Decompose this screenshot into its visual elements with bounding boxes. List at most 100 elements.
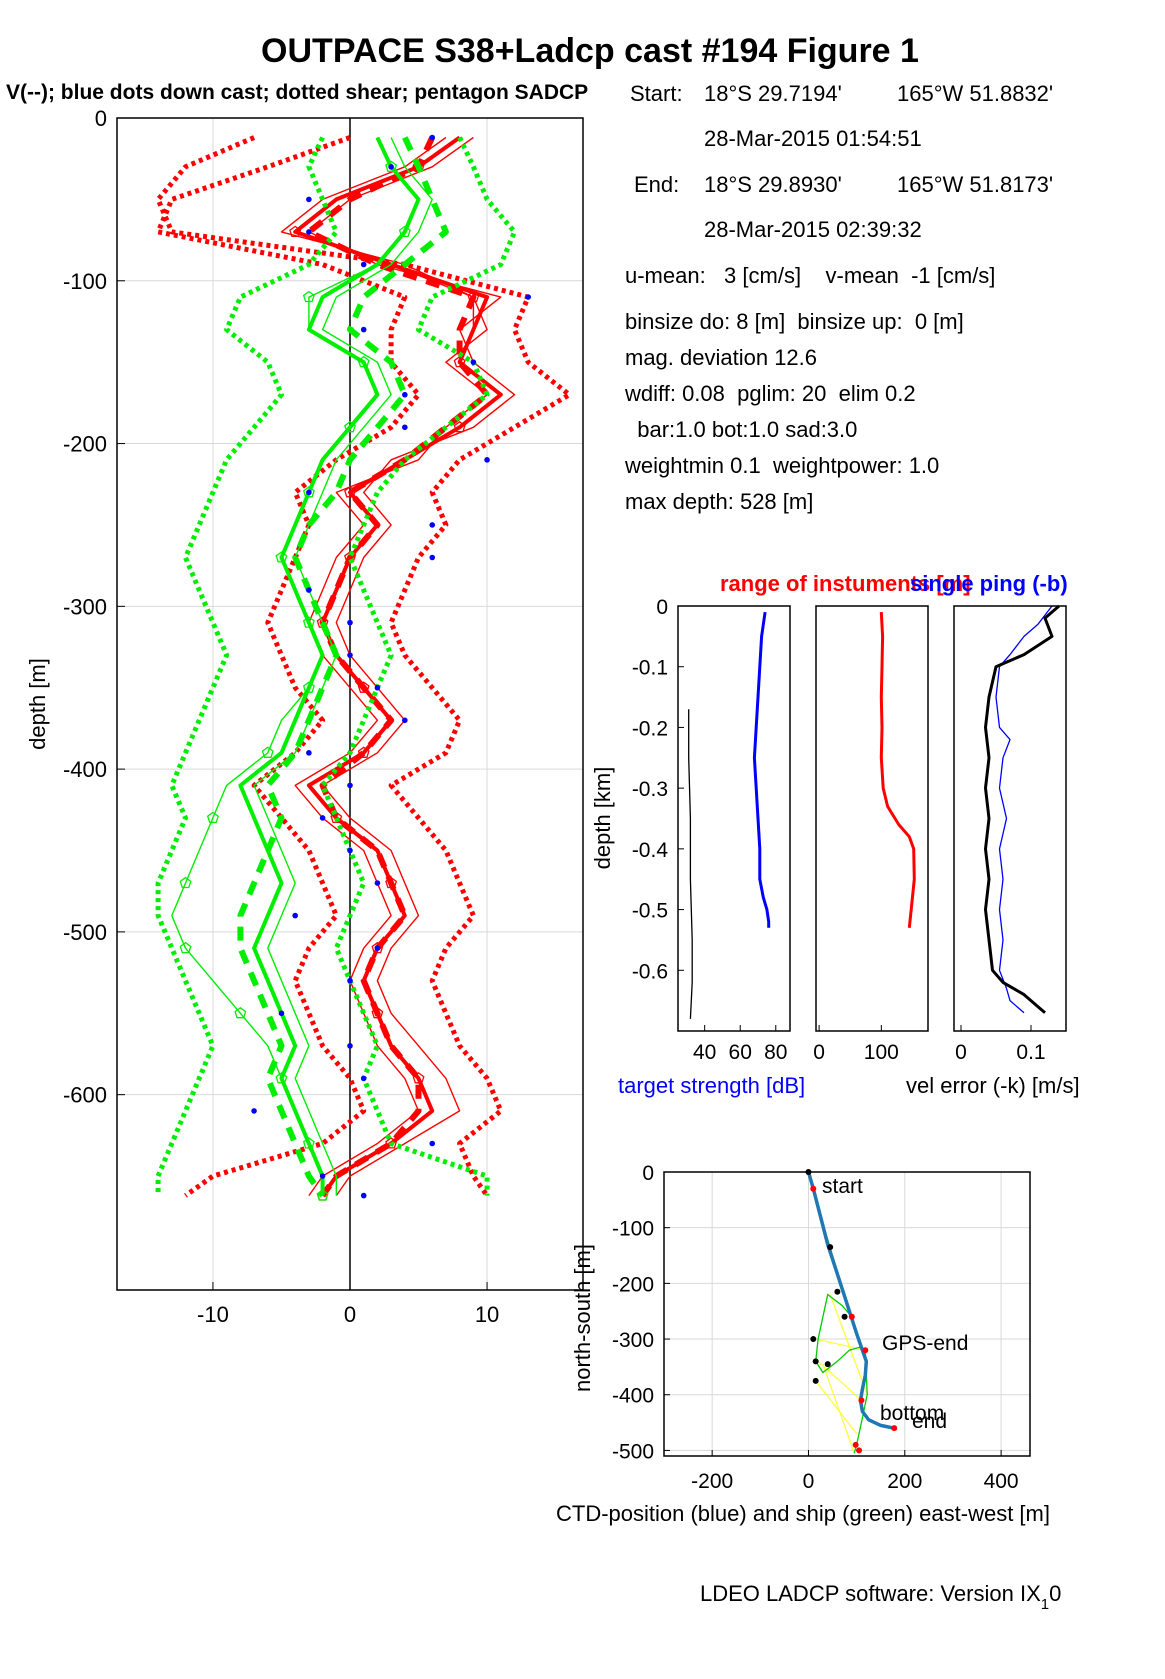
ts-xlabel: target strength [dB] — [618, 1073, 805, 1098]
position-black-point — [834, 1288, 841, 1295]
info-line: mag. deviation 12.6 — [625, 345, 817, 370]
position-red-point — [856, 1447, 863, 1454]
err-xlabel: vel error (-k) [m/s] — [906, 1073, 1080, 1098]
downcast-dot — [429, 522, 436, 528]
figure-title: OUTPACE S38+Ladcp cast #194 Figure 1 — [261, 32, 919, 70]
position-black-point — [812, 1358, 819, 1365]
position-red-point — [891, 1425, 898, 1432]
velocity-ytick-label: -200 — [63, 432, 107, 457]
u-sadcp-pentagon — [371, 941, 384, 954]
velocity-error-blue-line — [995, 605, 1053, 1014]
downcast-dot — [306, 587, 312, 593]
position-ytick-label: 0 — [642, 1162, 654, 1185]
pos-ylabel: north-south [m] — [570, 1244, 595, 1392]
v-sadcp-pentagon — [302, 486, 315, 498]
v-velocity-pentagon-sadcp — [171, 137, 420, 1196]
v-velocity-dash-thick — [237, 136, 449, 1198]
downcast-dot — [347, 977, 353, 984]
v-velocity-dotted-shear-right — [320, 136, 517, 1196]
info-line: wdiff: 0.08 pglim: 20 elim 0.2 — [624, 381, 916, 406]
target-strength-blue-line — [752, 611, 771, 928]
downcast-dot — [306, 229, 312, 235]
velocity-ytick-label: -300 — [63, 594, 107, 619]
downcast-dot — [347, 782, 353, 789]
end-lat: 18°S 29.8930' — [704, 172, 842, 197]
cast-info: Start: 18°S 29.7194' 165°W 51.8832' 28-M… — [624, 81, 1053, 514]
target-strength-ytick-label: -0.3 — [632, 778, 668, 801]
position-ytick-label: -200 — [612, 1273, 654, 1296]
position-ytick-label: -100 — [612, 1218, 654, 1241]
u-sadcp-pentagon — [385, 1137, 398, 1149]
v-sadcp-pentagon — [302, 616, 315, 628]
u-sadcp-pentagon — [289, 225, 302, 238]
downcast-dot — [306, 489, 312, 496]
u-velocity-pentagon-sadcp — [294, 136, 502, 1197]
position-frame — [663, 1171, 1031, 1457]
position-ticks: -200 0 200 400 0 -100 -200 -300 -400 -500 — [612, 1162, 1019, 1493]
instrument-panels: 40 60 80 0 -0.1 -0.2 -0.3 -0.4 -0.5 -0.6 0 100 0 0.1 — [632, 596, 1060, 1064]
position-black-point — [824, 1361, 831, 1368]
downcast-dot — [374, 684, 381, 691]
v-sadcp-pentagon — [179, 876, 192, 889]
u-sadcp-pentagon — [357, 746, 370, 758]
velocity-ytick-label: -500 — [63, 920, 107, 945]
v-sadcp-pentagon — [302, 1137, 315, 1149]
velocity-ylabel: depth [m] — [25, 658, 50, 750]
velocity-xtick-label: 10 — [475, 1302, 499, 1327]
downcast-dot — [347, 847, 353, 854]
position-black-point — [812, 1377, 819, 1384]
u-sadcp-pentagon — [330, 811, 343, 824]
v-sadcp-pentagon — [206, 811, 219, 824]
ts-ylabel: depth [km] — [590, 767, 615, 870]
u-sadcp-pentagon — [357, 681, 370, 693]
position-black-point — [827, 1244, 834, 1251]
v-sadcp-pentagon — [316, 1189, 329, 1201]
info-line: u-mean: 3 [cm/s] v-mean -1 [cm/s] — [625, 263, 995, 288]
v-sadcp-pentagon — [275, 551, 288, 563]
end-lon: 165°W 51.8173' — [897, 172, 1053, 197]
v-sadcp-pentagon — [344, 420, 356, 433]
position-link-segment — [822, 1363, 855, 1454]
downcast-dot — [347, 1043, 353, 1049]
target-strength-ytick-label: 0 — [656, 596, 668, 619]
position-red-point — [858, 1397, 865, 1404]
downcast-dot — [360, 326, 367, 333]
downcast-dot — [360, 1192, 367, 1199]
velocity-panel-title: V(--); blue dots down cast; dotted shear… — [6, 81, 588, 104]
downcast-dot — [251, 1108, 257, 1114]
start-lat: 18°S 29.7194' — [704, 81, 842, 106]
downcast-dot — [388, 164, 394, 170]
downcast-dot — [306, 750, 312, 756]
end-time: 28-Mar-2015 02:39:32 — [704, 217, 922, 242]
position-ytick-label: -300 — [612, 1329, 654, 1352]
v-sadcp-pentagon — [398, 225, 411, 238]
position-xtick-label: 400 — [984, 1470, 1019, 1493]
velocity-error-black-line — [984, 604, 1060, 1014]
info-line: bar:1.0 bot:1.0 sad:3.0 — [625, 417, 857, 442]
velocity-xtick-label: -10 — [197, 1302, 229, 1327]
downcast-dot — [347, 619, 353, 626]
pos-annotation-end: end — [912, 1410, 947, 1433]
downcast-dot — [402, 717, 408, 724]
instrument-range-xtick-label: 100 — [864, 1041, 899, 1064]
pos-xlabel: CTD-position (blue) and ship (green) eas… — [556, 1501, 1050, 1526]
v-sadcp-pentagon — [179, 941, 192, 954]
target-strength-ytick-label: -0.5 — [632, 900, 668, 923]
v-sadcp-pentagon — [261, 746, 274, 758]
downcast-dot — [470, 359, 477, 365]
downcast-dot — [347, 652, 353, 658]
software-version-tail: 0 — [1049, 1581, 1061, 1606]
downcast-dot — [429, 1140, 436, 1147]
velocity-ytick-label: -100 — [63, 269, 107, 294]
pos-annotation-bottom: bottom — [880, 1402, 944, 1425]
u-sadcp-pentagon — [412, 1072, 425, 1084]
position-link-segment — [829, 1294, 868, 1395]
v-sadcp-pentagon — [234, 1006, 247, 1019]
target-strength-black-line — [688, 709, 693, 1019]
u-sadcp-pentagon — [453, 355, 466, 368]
velocity-error-xtick-label: 0 — [955, 1041, 967, 1064]
start-label: Start: — [630, 81, 683, 106]
downcast-dot — [319, 815, 326, 821]
downcast-dot — [278, 1010, 285, 1017]
